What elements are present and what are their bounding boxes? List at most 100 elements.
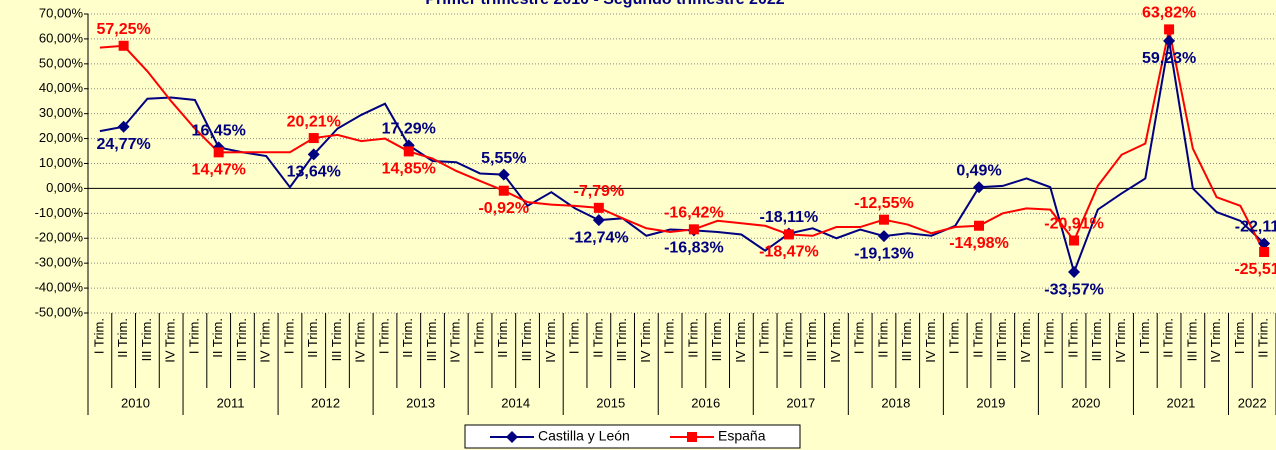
point <box>213 147 224 158</box>
y-tick-label: 40,00% <box>39 80 84 95</box>
point <box>403 146 414 157</box>
x-tick-label: I Trim. <box>852 318 867 354</box>
value-label: -0,92% <box>478 200 529 217</box>
value-label: 13,64% <box>287 164 341 181</box>
legend-label: España <box>718 428 766 444</box>
x-tick-label: I Trim. <box>471 318 486 354</box>
value-label: 17,29% <box>382 121 436 138</box>
point <box>497 168 510 181</box>
x-tick-label: IV Trim. <box>638 318 653 363</box>
y-tick-label: -20,00% <box>35 230 84 245</box>
chart-title: Primer trimestre 2010 - Segundo trimestr… <box>425 0 784 8</box>
value-label: -7,79% <box>573 183 624 200</box>
x-tick-label: II Trim. <box>875 318 890 358</box>
x-tick-label: II Trim. <box>685 318 700 358</box>
y-tick-label: -50,00% <box>35 304 84 319</box>
x-tick-label: III Trim. <box>234 318 249 361</box>
x-tick-label: II Trim. <box>590 318 605 358</box>
year-label: 2022 <box>1238 395 1267 410</box>
x-tick-label: III Trim. <box>139 318 154 361</box>
value-label: -18,11% <box>760 209 819 226</box>
point <box>1163 34 1176 47</box>
year-label: 2011 <box>217 395 245 410</box>
x-tick-label: II Trim. <box>780 318 795 358</box>
value-label: -16,42% <box>664 205 724 222</box>
x-tick-label: II Trim. <box>400 318 415 358</box>
legend-label: Castilla y León <box>538 428 630 444</box>
x-tick-label: III Trim. <box>804 318 819 361</box>
x-tick-label: I Trim. <box>567 318 582 354</box>
point <box>592 214 605 227</box>
year-label: 2013 <box>406 395 435 410</box>
value-label: -16,83% <box>664 240 724 257</box>
x-tick-label: IV Trim. <box>448 318 463 363</box>
legend-marker <box>687 432 697 442</box>
value-label: -20,91% <box>1044 216 1104 233</box>
y-tick-label: -10,00% <box>35 205 84 220</box>
value-label: 20,21% <box>287 113 341 130</box>
year-label: 2016 <box>691 395 720 410</box>
x-tick-label: II Trim. <box>305 318 320 358</box>
y-tick-label: -30,00% <box>35 255 84 270</box>
legend-box <box>464 424 801 449</box>
x-tick-label: II Trim. <box>1256 318 1271 358</box>
x-tick-label: III Trim. <box>1089 318 1104 361</box>
value-label: -14,98% <box>949 235 1009 252</box>
x-tick-label: I Trim. <box>947 318 962 354</box>
x-tick-label: III Trim. <box>614 318 629 361</box>
x-tick-label: IV Trim. <box>543 318 558 363</box>
value-label: -19,13% <box>854 245 914 262</box>
value-label: -22,11% <box>1235 219 1276 236</box>
x-tick-label: II Trim. <box>495 318 510 358</box>
point <box>974 220 984 231</box>
x-tick-label: I Trim. <box>1137 318 1152 354</box>
point <box>688 224 699 235</box>
value-label: 14,47% <box>192 162 246 179</box>
x-tick-label: III Trim. <box>899 318 914 361</box>
series-line <box>99 29 1266 253</box>
x-tick-label: I Trim. <box>376 318 391 354</box>
value-label: -12,74% <box>569 229 629 246</box>
point <box>118 40 129 51</box>
point <box>973 181 985 194</box>
y-tick-label: 20,00% <box>39 130 84 145</box>
value-label: 0,49% <box>956 162 1001 179</box>
point <box>498 185 509 196</box>
x-tick-label: III Trim. <box>1184 318 1199 361</box>
x-tick-label: IV Trim. <box>828 318 843 363</box>
value-label: 24,77% <box>97 136 151 153</box>
point <box>1068 266 1081 279</box>
point <box>593 202 604 213</box>
y-tick-label: 30,00% <box>39 105 84 120</box>
x-tick-label: IV Trim. <box>258 318 273 363</box>
value-label: 16,45% <box>192 123 246 140</box>
x-tick-label: IV Trim. <box>163 318 178 363</box>
year-label: 2012 <box>311 395 340 410</box>
x-tick-label: IV Trim. <box>353 318 368 363</box>
x-tick-label: II Trim. <box>1065 318 1080 358</box>
year-label: 2017 <box>786 395 815 410</box>
y-tick-label: 10,00% <box>39 155 84 170</box>
point <box>878 214 889 225</box>
value-label: -18,47% <box>759 244 819 261</box>
value-label: -25,51% <box>1234 261 1276 278</box>
year-label: 2021 <box>1166 395 1195 410</box>
point <box>1069 235 1080 246</box>
point <box>1164 24 1175 35</box>
year-label: 2020 <box>1071 395 1100 410</box>
x-tick-label: II Trim. <box>210 318 225 358</box>
x-tick-label: III Trim. <box>424 318 439 361</box>
point <box>783 229 794 240</box>
point <box>308 133 319 144</box>
x-tick-label: IV Trim. <box>733 318 748 363</box>
point <box>877 230 890 243</box>
x-tick-label: II Trim. <box>970 318 985 358</box>
y-tick-label: 70,00% <box>39 5 84 20</box>
year-label: 2010 <box>121 395 150 410</box>
legend-marker <box>506 431 518 443</box>
y-tick-label: 50,00% <box>39 55 84 70</box>
year-label: 2019 <box>976 395 1005 410</box>
point <box>307 148 320 161</box>
